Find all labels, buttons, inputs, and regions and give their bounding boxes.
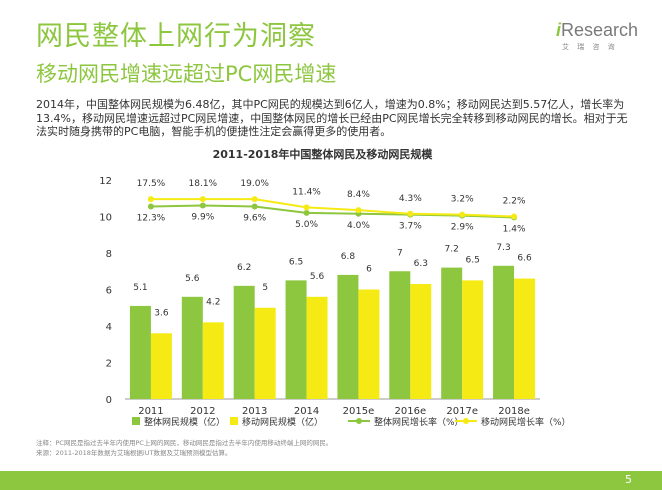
legend-label: 移动网民规模（亿） — [242, 416, 323, 428]
bar-total-value-label: 6.2 — [237, 263, 251, 273]
bar-mobile-value-label: 3.6 — [154, 308, 169, 318]
mobile-growth-label: 18.1% — [189, 179, 218, 189]
bar-mobile-value-label: 6 — [366, 265, 372, 275]
y-tick-label: 6 — [106, 286, 112, 297]
bar-total-netizens — [389, 271, 411, 399]
point-mobile-growth — [303, 204, 310, 211]
bar-mobile-value-label: 6.6 — [517, 254, 532, 264]
page-subtitle: 移动网民增速远超过PC网民增速 — [36, 62, 337, 86]
point-mobile-growth — [511, 213, 518, 220]
bar-total-netizens — [181, 296, 203, 399]
intro-paragraph: 2014年，中国整体网民规模为6.48亿，其中PC网民的规模达到6亿人，增速为0… — [36, 98, 628, 138]
chart: 2011-2018年中国整体网民及移动网民规模 0 2 4 6 8 10 12 5.1 3.6 20… — [99, 147, 571, 428]
page-title: 网民整体上网行为洞察 — [36, 21, 316, 52]
note-source: 来源：2011-2018年数据为艾瑞根据iUT数据及艾瑞预测模型估算。 — [36, 449, 232, 457]
bar-total-netizens — [337, 274, 359, 399]
legend-swatch-marker — [356, 418, 362, 424]
bar-total-value-label: 5.1 — [133, 283, 147, 293]
y-tick-label: 10 — [99, 213, 112, 224]
chart-notes: 注释：PC网民是指过去半年内使用PC上网的网民，移动网民是指过去半年内使用移动终… — [36, 438, 332, 458]
footer-bar: 5 — [0, 471, 662, 490]
legend-swatch-bar — [230, 417, 238, 425]
x-tick-label: 2018e — [498, 406, 530, 417]
total-growth-label: 12.3% — [137, 213, 166, 223]
total-growth-label: 9.9% — [191, 213, 214, 223]
bar-mobile-value-label: 6.5 — [466, 255, 480, 265]
bar-mobile-netizens — [150, 333, 172, 399]
total-growth-label: 2.9% — [451, 223, 474, 233]
bar-total-netizens — [129, 305, 151, 399]
mobile-growth-label: 3.2% — [451, 195, 474, 205]
bar-mobile-netizens — [462, 280, 484, 399]
point-mobile-growth — [251, 196, 258, 203]
bar-mobile-netizens — [514, 278, 536, 399]
total-growth-label: 1.4% — [503, 224, 526, 234]
iresearch-logo: iResearch 艾 瑞 咨 询 — [556, 20, 639, 51]
page-number: 5 — [625, 473, 632, 486]
x-tick-label: 2013 — [242, 406, 267, 417]
bar-total-value-label: 6.8 — [341, 252, 356, 262]
legend-swatch-marker — [463, 418, 469, 424]
mobile-growth-label: 2.2% — [503, 197, 526, 207]
y-tick-label: 8 — [106, 249, 112, 260]
point-mobile-growth — [407, 210, 414, 217]
bar-mobile-netizens — [358, 289, 380, 399]
line-mobile-growth — [150, 198, 515, 218]
y-tick-label: 4 — [106, 322, 112, 333]
bar-mobile-value-label: 4.2 — [206, 297, 220, 307]
y-tick-label: 0 — [106, 395, 112, 406]
x-tick-label: 2016e — [395, 406, 427, 417]
point-mobile-growth — [355, 207, 362, 214]
bar-mobile-netizens — [306, 296, 328, 399]
x-tick-label: 2014 — [294, 406, 319, 417]
total-growth-label: 5.0% — [295, 220, 318, 230]
x-tick-label: 2015e — [343, 406, 375, 417]
bar-total-value-label: 7.2 — [445, 245, 459, 255]
point-mobile-growth — [459, 211, 466, 218]
point-total-growth — [147, 203, 154, 210]
mobile-growth-label: 11.4% — [292, 187, 321, 197]
mobile-growth-label: 4.3% — [399, 194, 422, 204]
bar-mobile-netizens — [410, 284, 432, 399]
y-tick-label: 12 — [99, 176, 112, 187]
point-total-growth — [251, 203, 258, 210]
bar-total-netizens — [441, 267, 463, 399]
total-growth-label: 3.7% — [399, 222, 422, 232]
bar-total-value-label: 6.5 — [289, 257, 303, 267]
bar-mobile-netizens — [202, 322, 224, 399]
point-mobile-growth — [199, 196, 206, 203]
mobile-growth-label: 19.0% — [240, 179, 269, 189]
legend-label: 整体网民规模（亿） — [144, 416, 225, 428]
bar-mobile-value-label: 6.3 — [414, 259, 428, 269]
bar-mobile-value-label: 5 — [262, 283, 268, 293]
bar-mobile-value-label: 5.6 — [310, 272, 325, 282]
bar-total-value-label: 7 — [397, 248, 403, 258]
mobile-growth-label: 8.4% — [347, 190, 370, 200]
bar-total-netizens — [285, 280, 307, 399]
x-tick-label: 2011 — [138, 406, 163, 417]
legend-label: 整体网民增长率（%） — [374, 416, 464, 428]
x-tick-label: 2012 — [190, 406, 215, 417]
legend-label: 移动网民增长率（%） — [481, 416, 571, 428]
chart-title: 2011-2018年中国整体网民及移动网民规模 — [213, 147, 434, 161]
point-total-growth — [303, 209, 310, 216]
total-growth-label: 4.0% — [347, 221, 370, 231]
mobile-growth-label: 17.5% — [137, 179, 166, 189]
x-tick-label: 2017e — [446, 406, 478, 417]
bar-total-netizens — [233, 285, 255, 399]
note-definition: 注释：PC网民是指过去半年内使用PC上网的网民，移动网民是指过去半年内使用移动终… — [36, 439, 333, 447]
bar-mobile-netizens — [254, 307, 276, 399]
point-mobile-growth — [147, 196, 154, 203]
bar-total-netizens — [493, 265, 515, 399]
bar-total-value-label: 5.6 — [185, 274, 200, 284]
bar-total-value-label: 7.3 — [496, 243, 510, 253]
total-growth-label: 9.6% — [243, 213, 266, 223]
point-total-growth — [199, 202, 206, 209]
legend-swatch-bar — [132, 417, 140, 425]
y-tick-label: 2 — [106, 359, 112, 370]
